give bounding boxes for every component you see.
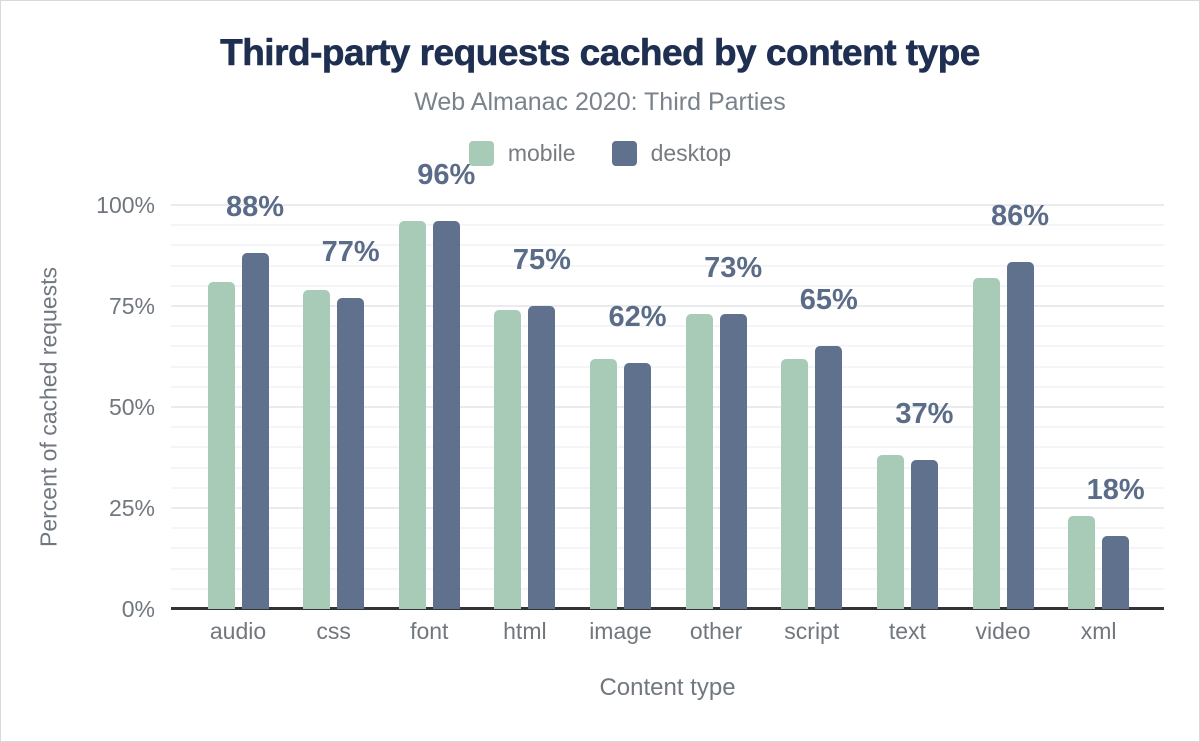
legend-label-desktop: desktop (650, 139, 732, 166)
minor-gridline-85 (171, 264, 1164, 267)
bar-desktop-font (432, 221, 460, 609)
minor-gridline-65 (171, 345, 1164, 348)
minor-gridline-55 (171, 385, 1164, 388)
value-label-script: 65% (799, 284, 858, 317)
bar-mobile-xml (1068, 516, 1096, 609)
x-tick-other: other (689, 618, 743, 644)
minor-gridline-80 (171, 284, 1164, 287)
bar-desktop-html (528, 306, 556, 609)
major-gridline-100 (171, 204, 1164, 206)
value-label-other: 73% (704, 252, 763, 285)
minor-gridline-20 (171, 527, 1164, 530)
bar-desktop-xml (1102, 536, 1130, 609)
major-gridline-25 (171, 507, 1164, 509)
legend-item-mobile: mobile (468, 139, 576, 167)
value-label-text: 37% (895, 397, 954, 430)
desktop-swatch-icon (611, 140, 637, 166)
x-axis-title: Content type (599, 674, 736, 701)
legend-label-mobile: mobile (507, 139, 576, 166)
value-label-html: 75% (512, 244, 571, 276)
bar-desktop-css (337, 297, 365, 609)
bar-mobile-other (685, 314, 713, 609)
x-tick-audio: audio (209, 618, 267, 644)
bar-desktop-image (624, 362, 652, 609)
minor-gridline-70 (171, 325, 1164, 328)
bar-desktop-audio (241, 253, 269, 609)
bar-mobile-image (590, 358, 618, 609)
y-tick-100: 100% (96, 192, 155, 218)
y-tick-0: 0% (121, 596, 155, 622)
legend-item-desktop: desktop (611, 139, 732, 167)
minor-gridline-40 (171, 446, 1164, 449)
minor-gridline-95 (171, 224, 1164, 227)
minor-gridline-45 (171, 426, 1164, 429)
x-axis-line (171, 607, 1164, 610)
bar-desktop-video (1006, 261, 1034, 609)
y-tick-25: 25% (108, 495, 155, 521)
value-label-video: 86% (991, 199, 1050, 232)
minor-gridline-35 (171, 466, 1164, 469)
value-label-image: 62% (608, 300, 667, 333)
minor-gridline-10 (171, 567, 1164, 570)
y-tick-75: 75% (108, 293, 155, 319)
bar-mobile-script (781, 358, 809, 609)
minor-gridline-30 (171, 486, 1164, 489)
minor-gridline-90 (171, 244, 1164, 247)
value-label-audio: 88% (225, 191, 285, 224)
minor-gridline-15 (171, 547, 1164, 550)
x-tick-video: video (975, 618, 1031, 644)
bar-mobile-font (398, 221, 426, 609)
major-gridline-50 (171, 406, 1164, 408)
bar-desktop-script (815, 346, 843, 609)
bar-desktop-text (910, 459, 938, 609)
mobile-swatch-icon (468, 140, 494, 166)
major-gridline-75 (171, 305, 1164, 307)
minor-gridline-5 (171, 587, 1164, 590)
y-tick-50: 50% (108, 394, 155, 420)
bar-mobile-css (303, 289, 331, 609)
bar-mobile-html (494, 310, 522, 609)
legend: mobile desktop (1, 135, 1199, 171)
chart-subtitle: Web Almanac 2020: Third Parties (414, 88, 786, 116)
chart-title: Third-party requests cached by content t… (220, 32, 981, 74)
bar-mobile-video (972, 277, 1000, 609)
x-tick-xml: xml (1080, 618, 1117, 644)
value-label-font: 96% (417, 159, 476, 192)
x-tick-script: script (784, 618, 840, 644)
x-tick-text: text (888, 618, 926, 644)
x-tick-image: image (589, 618, 652, 644)
bar-mobile-audio (207, 281, 235, 609)
x-tick-html: html (503, 618, 547, 644)
x-tick-font: font (410, 618, 449, 644)
value-label-css: 77% (321, 235, 380, 268)
bar-desktop-other (719, 314, 747, 609)
bar-mobile-text (876, 455, 904, 609)
x-tick-css: css (316, 618, 351, 644)
plot-area: 0% 25% 50% 75% 100% 88% audio 77% css 96% font 75% h… (96, 161, 1164, 644)
minor-gridline-60 (171, 365, 1164, 368)
value-label-xml: 18% (1086, 474, 1145, 507)
